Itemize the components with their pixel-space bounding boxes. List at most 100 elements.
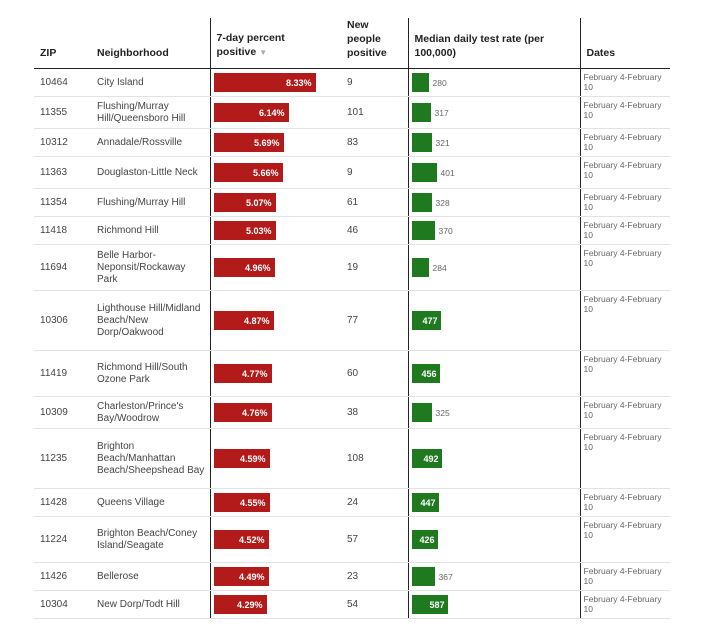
test-rate-cell: 477 [407,290,580,351]
percent-positive-cell: 8.33% [209,68,341,97]
dates-cell: February 4-February 10 [579,562,670,591]
dates-cell: February 4-February 10 [579,488,670,517]
test-rate-label: 317 [434,107,449,118]
zip-cell: 11354 [34,188,91,217]
new-positive-cell: 9 [341,68,408,97]
header-dates[interactable]: Dates [579,18,670,69]
table-row: 10312 Annadale/Rossville 5.69% 83 321 Februar… [34,128,670,157]
neighborhood-cell: Lighthouse Hill/Midland Beach/New Dorp/O… [91,290,210,351]
percent-positive-cell: 5.03% [209,216,341,245]
new-positive-cell: 60 [341,350,408,397]
percent-positive-bar: 5.07% [213,193,276,212]
percent-positive-cell: 5.66% [209,156,341,189]
percent-positive-bar: 4.76% [213,403,272,422]
zip-cell: 10309 [34,396,91,429]
test-rate-cell: 325 [407,396,580,429]
neighborhood-cell: City Island [91,68,210,97]
percent-positive-cell: 4.55% [209,488,341,517]
test-rate-cell: 456 [407,350,580,397]
neighborhood-cell: Bellerose [91,562,210,591]
zip-cell: 11418 [34,216,91,245]
new-positive-cell: 77 [341,290,408,351]
table-row: 10309 Charleston/Prince's Bay/Woodrow 4.76… [34,396,670,429]
header-percent-positive[interactable]: 7-day percent positive ▼ [209,18,341,69]
zip-cell: 11363 [34,156,91,189]
test-rate-label: 325 [435,407,450,418]
table-row: 11428 Queens Village 4.55% 24 447 February 4-… [34,488,670,517]
percent-positive-cell: 4.76% [209,396,341,429]
dates-cell: February 4-February 10 [579,68,670,97]
zip-cell: 10312 [34,128,91,157]
test-rate-cell: 401 [407,156,580,189]
new-positive-cell: 57 [341,516,408,563]
percent-positive-label: 5.07% [245,197,272,208]
new-positive-cell: 83 [341,128,408,157]
header-test-rate[interactable]: Median daily test rate (per 100,000) [407,18,580,69]
zip-cell: 11355 [34,96,91,129]
dates-cell: February 4-February 10 [579,216,670,245]
test-rate-bar [411,73,429,92]
dates-cell: February 4-February 10 [579,516,670,563]
neighborhood-cell: Queens Village [91,488,210,517]
test-rate-bar [411,258,429,277]
header-zip[interactable]: ZIP [34,18,91,69]
test-rate-label: 328 [435,197,450,208]
test-rate-bar [411,103,431,122]
test-rate-cell: 370 [407,216,580,245]
table-row: 11363 Douglaston-Little Neck 5.66% 9 401 Febr… [34,156,670,189]
new-positive-cell: 108 [341,428,408,489]
test-rate-label: 477 [422,315,438,326]
percent-positive-label: 4.55% [239,497,266,508]
neighborhood-cell: Flushing/Murray Hill [91,188,210,217]
percent-positive-label: 8.33% [285,77,312,88]
dates-cell: February 4-February 10 [579,350,670,397]
neighborhood-cell: Belle Harbor-Neponsit/Rockaway Park [91,244,210,291]
percent-positive-cell: 4.87% [209,290,341,351]
dates-cell: February 4-February 10 [579,396,670,429]
percent-positive-bar: 8.33% [213,73,316,92]
zip-cell: 10304 [34,590,91,619]
neighborhood-cell: Annadale/Rossville [91,128,210,157]
percent-positive-bar: 4.55% [213,493,270,512]
zip-cell: 11694 [34,244,91,291]
test-rate-cell: 328 [407,188,580,217]
table-row: 11224 Brighton Beach/Coney Island/Seagate… [34,516,670,563]
test-rate-label: 587 [429,599,445,610]
table-row: 11419 Richmond Hill/South Ozone Park 4.77%… [34,350,670,397]
sort-descending-icon[interactable]: ▼ [259,48,268,57]
percent-positive-bar: 4.49% [213,567,269,586]
test-rate-cell: 284 [407,244,580,291]
zip-cell: 11419 [34,350,91,397]
test-rate-cell: 317 [407,96,580,129]
dates-cell: February 4-February 10 [579,244,670,291]
percent-positive-bar: 6.14% [213,103,289,122]
percent-positive-bar: 5.69% [213,133,284,152]
percent-positive-cell: 4.96% [209,244,341,291]
table-row: 10304 New Dorp/Todt Hill 4.29% 54 587 Februar… [34,590,670,619]
test-rate-label: 426 [419,534,435,545]
test-rate-label: 447 [420,497,436,508]
percent-positive-bar: 4.59% [213,449,270,468]
new-positive-cell: 101 [341,96,408,129]
neighborhood-cell: Richmond Hill [91,216,210,245]
test-rate-cell: 367 [407,562,580,591]
zip-cell: 11428 [34,488,91,517]
table-row: 11354 Flushing/Murray Hill 5.07% 61 328 Febru… [34,188,670,217]
test-rate-label: 284 [432,262,447,273]
test-rate-bar: 477 [411,311,441,330]
header-new-positive[interactable]: New people positive [341,18,408,69]
percent-positive-cell: 5.69% [209,128,341,157]
percent-positive-bar: 5.03% [213,221,276,240]
neighborhood-cell: Brighton Beach/Manhattan Beach/Sheepshea… [91,428,210,489]
header-neighborhood[interactable]: Neighborhood [91,18,210,69]
dates-cell: February 4-February 10 [579,96,670,129]
test-rate-label: 456 [421,368,437,379]
new-positive-cell: 46 [341,216,408,245]
percent-positive-label: 4.87% [243,315,270,326]
percent-positive-label: 5.03% [245,225,272,236]
percent-positive-bar: 4.87% [213,311,274,330]
percent-positive-cell: 4.29% [209,590,341,619]
percent-positive-bar: 4.77% [213,364,272,383]
dates-cell: February 4-February 10 [579,428,670,489]
neighborhood-cell: Richmond Hill/South Ozone Park [91,350,210,397]
